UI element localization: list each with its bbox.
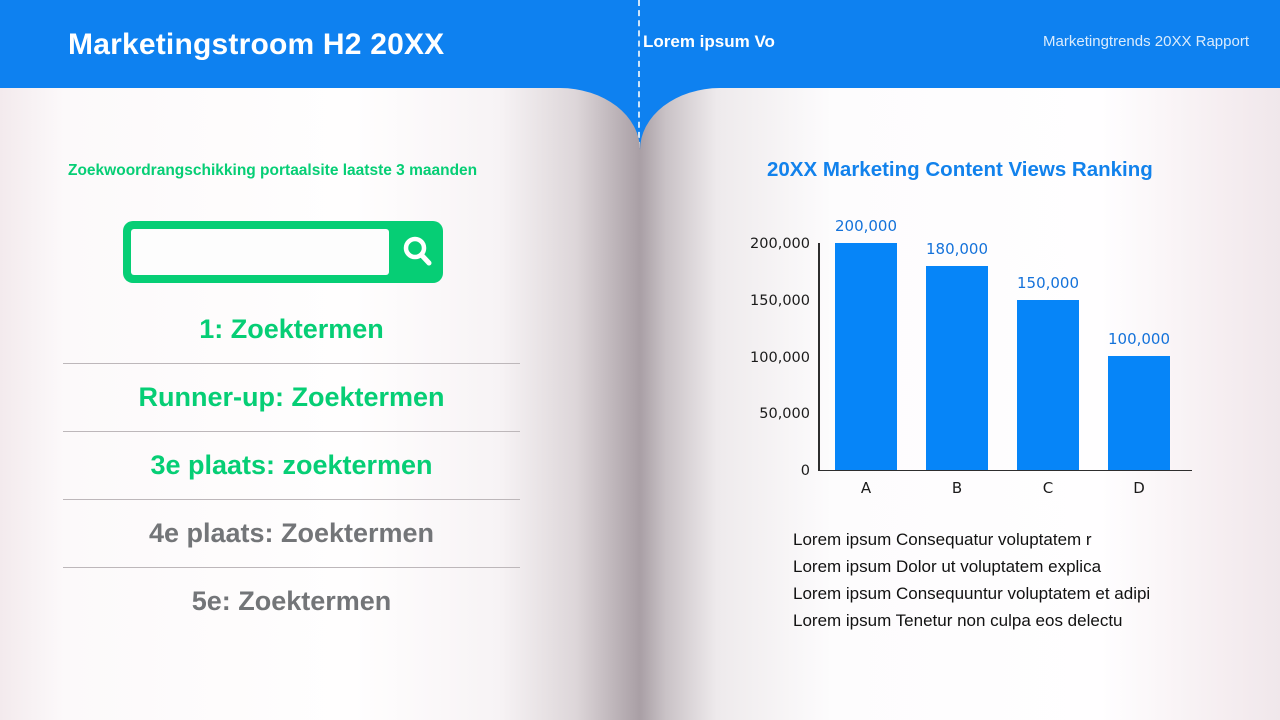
bar-data-label: 200,000 <box>834 217 898 235</box>
ranking-item-label: 4e plaats: Zoektermen <box>148 518 435 548</box>
y-axis-label: 150,000 <box>750 292 810 309</box>
bar-data-label: 180,000 <box>925 240 989 258</box>
ranking-item-label: 5e: Zoektermen <box>191 586 392 616</box>
y-axis-label: 100,000 <box>750 349 810 366</box>
bar-plot: 200,000 A 180,000 B 150,000 C 100,000 D 0 50,000 1… <box>750 217 1192 497</box>
ranking-item-5: 5e: Zoektermen <box>63 567 520 635</box>
book-fold-dashed-line <box>638 0 640 148</box>
magnifier-icon <box>401 235 435 269</box>
keyword-ranking-heading: Zoekwoordrangschikking portaalsite laats… <box>68 162 478 179</box>
bar-A <box>835 243 897 470</box>
y-axis-label: 200,000 <box>750 236 810 252</box>
bar-data-label: 100,000 <box>1107 330 1171 348</box>
search-button[interactable] <box>395 229 441 275</box>
x-axis-label: B <box>951 479 963 497</box>
bar-B <box>926 266 988 470</box>
x-axis-label: A <box>860 479 872 497</box>
search-box <box>123 221 443 283</box>
views-ranking-bar-chart: 200,000 A 180,000 B 150,000 C 100,000 D 0 50,000 1… <box>748 213 1228 513</box>
header-bar: Marketingstroom H2 20XX Lorem ipsum Vo M… <box>0 0 1280 88</box>
ranking-item-label: Runner-up: Zoektermen <box>138 382 445 412</box>
bar-C <box>1017 300 1079 470</box>
y-axis-label: 50,000 <box>759 406 810 423</box>
search-input[interactable] <box>131 229 389 275</box>
chart-title: 20XX Marketing Content Views Ranking <box>767 158 1153 181</box>
ranking-item-3: 3e plaats: zoektermen <box>63 431 520 499</box>
note-line: Lorem ipsum Consequatur voluptatem r <box>793 530 1092 549</box>
x-axis-label: D <box>1133 479 1145 497</box>
x-axis-label: C <box>1042 479 1054 497</box>
keyword-ranking-list: 1: Zoektermen Runner-up: Zoektermen 3e p… <box>63 296 520 635</box>
left-book-page: Zoekwoordrangschikking portaalsite laats… <box>0 88 640 720</box>
header-right-label: Marketingtrends 20XX Rapport <box>1043 33 1249 50</box>
note-line: Lorem ipsum Dolor ut voluptatem explica <box>793 557 1102 576</box>
note-line: Lorem ipsum Consequuntur voluptatem et a… <box>793 584 1151 603</box>
page-title: Marketingstroom H2 20XX <box>68 28 445 61</box>
ranking-item-label: 1: Zoektermen <box>199 314 384 344</box>
ranking-item-2: Runner-up: Zoektermen <box>63 363 520 431</box>
y-axis-label: 0 <box>800 463 810 479</box>
bar-data-label: 150,000 <box>1016 274 1080 292</box>
ranking-item-label: 3e plaats: zoektermen <box>150 450 433 480</box>
header-center-label: Lorem ipsum Vo <box>643 32 775 51</box>
ranking-item-1: 1: Zoektermen <box>63 296 520 363</box>
note-line: Lorem ipsum Tenetur non culpa eos delect… <box>793 611 1123 630</box>
ranking-item-4: 4e plaats: Zoektermen <box>63 499 520 567</box>
chart-notes: Lorem ipsum Consequatur voluptatem r Lor… <box>793 526 1233 634</box>
right-book-page: 20XX Marketing Content Views Ranking 200… <box>640 88 1280 720</box>
bar-D <box>1108 356 1170 470</box>
